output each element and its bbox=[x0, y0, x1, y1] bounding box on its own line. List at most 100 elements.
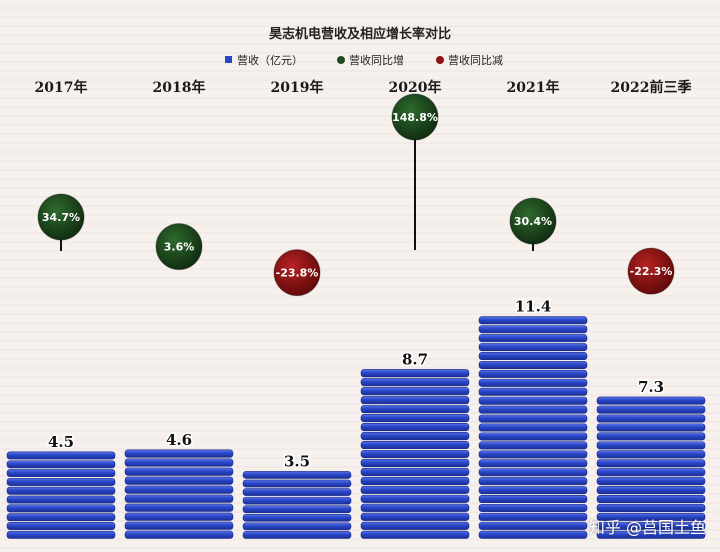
revenue-value-label-5: 7.3 bbox=[638, 378, 664, 396]
revenue-bar-slab bbox=[360, 440, 470, 450]
revenue-bar-slab bbox=[124, 494, 234, 503]
revenue-bar-slab bbox=[242, 522, 352, 531]
revenue-bar-slab bbox=[478, 360, 588, 369]
revenue-bar-slab bbox=[478, 352, 588, 361]
legend-item-growth-decrease: 营收同比减 bbox=[436, 53, 503, 67]
revenue-bar-slab bbox=[596, 486, 706, 495]
revenue-bar-slab bbox=[596, 503, 706, 512]
revenue-bar-slab bbox=[242, 488, 352, 496]
revenue-bar-slab bbox=[478, 369, 588, 378]
revenue-bar-slab bbox=[124, 512, 234, 521]
revenue-bar-slab bbox=[478, 477, 588, 486]
revenue-bar-slab bbox=[360, 369, 470, 378]
revenue-bar-slab bbox=[478, 414, 588, 423]
growth-value-label-3: 148.8% bbox=[392, 111, 438, 124]
revenue-bar-slab bbox=[478, 530, 588, 539]
revenue-bar-slab bbox=[596, 396, 706, 405]
revenue-bar-slab bbox=[124, 521, 234, 530]
revenue-bar-slab bbox=[360, 467, 470, 476]
revenue-value-label-2: 3.5 bbox=[284, 452, 310, 470]
growth-bubble-0 bbox=[37, 193, 85, 241]
growth-value-label-4: 30.4% bbox=[514, 215, 552, 228]
revenue-bar-slab bbox=[6, 522, 116, 530]
chart-marks: 2017年 4.5 34.7% 2018年 4.6 3.6% 2019年 3.5 -23.8% 2… bbox=[6, 79, 706, 539]
revenue-bar-1 bbox=[124, 449, 234, 539]
revenue-bar-slab bbox=[124, 530, 234, 539]
revenue-value-label-4: 11.4 bbox=[515, 298, 552, 316]
revenue-bar-4 bbox=[478, 316, 588, 539]
legend-item-growth-increase: 营收同比增 bbox=[337, 53, 404, 67]
category-label-4: 2021年 bbox=[507, 79, 560, 96]
revenue-bar-slab bbox=[6, 530, 116, 539]
revenue-bar-slab bbox=[360, 485, 470, 494]
revenue-bar-slab bbox=[360, 512, 470, 521]
category-label-5: 2022前三季 bbox=[611, 79, 692, 96]
revenue-bar-slab bbox=[596, 468, 706, 477]
revenue-bar-5 bbox=[596, 396, 706, 539]
category-label-3: 2020年 bbox=[389, 79, 442, 96]
revenue-bar-slab bbox=[6, 495, 116, 504]
revenue-bar-slab bbox=[596, 423, 706, 432]
revenue-bar-slab bbox=[596, 477, 706, 486]
growth-bubble-1 bbox=[155, 223, 203, 271]
category-label-0: 2017年 bbox=[35, 79, 88, 96]
revenue-bar-slab bbox=[6, 451, 116, 460]
revenue-bar-slab bbox=[478, 450, 588, 459]
revenue-bar-slab bbox=[478, 459, 588, 468]
revenue-bar-0 bbox=[6, 451, 116, 539]
revenue-bar-slab bbox=[478, 396, 588, 405]
revenue-bar-slab bbox=[596, 450, 706, 459]
revenue-bar-slab bbox=[124, 449, 234, 458]
revenue-bar-slab bbox=[478, 334, 588, 343]
legend: 营收（亿元） 营收同比增 营收同比减 bbox=[225, 53, 503, 67]
growth-bubble-4 bbox=[509, 197, 557, 245]
revenue-bar-slab bbox=[360, 476, 470, 485]
revenue-bar-slab bbox=[478, 378, 588, 387]
revenue-value-label-3: 8.7 bbox=[402, 350, 428, 368]
category-label-1: 2018年 bbox=[153, 79, 206, 96]
growth-value-label-2: -23.8% bbox=[276, 267, 319, 280]
legend-label-increase: 营收同比增 bbox=[349, 53, 404, 67]
revenue-bar-slab bbox=[478, 441, 588, 450]
revenue-bar-slab bbox=[360, 405, 470, 414]
legend-swatch-decrease bbox=[436, 56, 444, 64]
revenue-bar-slab bbox=[242, 505, 352, 514]
legend-label-revenue: 营收（亿元） bbox=[237, 53, 303, 67]
legend-swatch-increase bbox=[337, 56, 345, 64]
revenue-bar-slab bbox=[6, 504, 116, 513]
revenue-bar-slab bbox=[124, 476, 234, 485]
revenue-bar-slab bbox=[6, 469, 116, 478]
revenue-bar-slab bbox=[596, 521, 706, 530]
growth-bubble-3 bbox=[391, 93, 439, 141]
revenue-bar-slab bbox=[360, 414, 470, 423]
revenue-bar-slab bbox=[478, 503, 588, 512]
revenue-bar-slab bbox=[478, 432, 588, 441]
revenue-bar-slab bbox=[242, 496, 352, 505]
revenue-bar-slab bbox=[360, 449, 470, 459]
revenue-bar-slab bbox=[360, 432, 470, 441]
revenue-bar-3 bbox=[360, 369, 470, 539]
revenue-bar-slab bbox=[478, 423, 588, 432]
legend-label-decrease: 营收同比减 bbox=[448, 53, 503, 67]
legend-swatch-revenue bbox=[225, 56, 232, 63]
category-label-2: 2019年 bbox=[271, 79, 324, 96]
revenue-bar-slab bbox=[596, 530, 706, 539]
revenue-bar-slab bbox=[478, 387, 588, 396]
revenue-bar-slab bbox=[596, 441, 706, 450]
revenue-bar-slab bbox=[596, 512, 706, 521]
revenue-bar-slab bbox=[6, 486, 116, 495]
revenue-bar-slab bbox=[596, 459, 706, 468]
revenue-bar-slab bbox=[596, 494, 706, 504]
revenue-bar-slab bbox=[478, 521, 588, 530]
revenue-bar-slab bbox=[242, 479, 352, 488]
revenue-value-label-1: 4.6 bbox=[166, 431, 192, 449]
revenue-bar-slab bbox=[124, 503, 234, 512]
revenue-bar-slab bbox=[242, 531, 352, 539]
revenue-bar-slab bbox=[242, 471, 352, 479]
growth-value-label-5: -22.3% bbox=[630, 265, 673, 278]
revenue-bar-slab bbox=[360, 530, 470, 539]
revenue-bar-slab bbox=[242, 513, 352, 522]
revenue-bar-slab bbox=[478, 495, 588, 504]
revenue-bar-slab bbox=[596, 405, 706, 414]
